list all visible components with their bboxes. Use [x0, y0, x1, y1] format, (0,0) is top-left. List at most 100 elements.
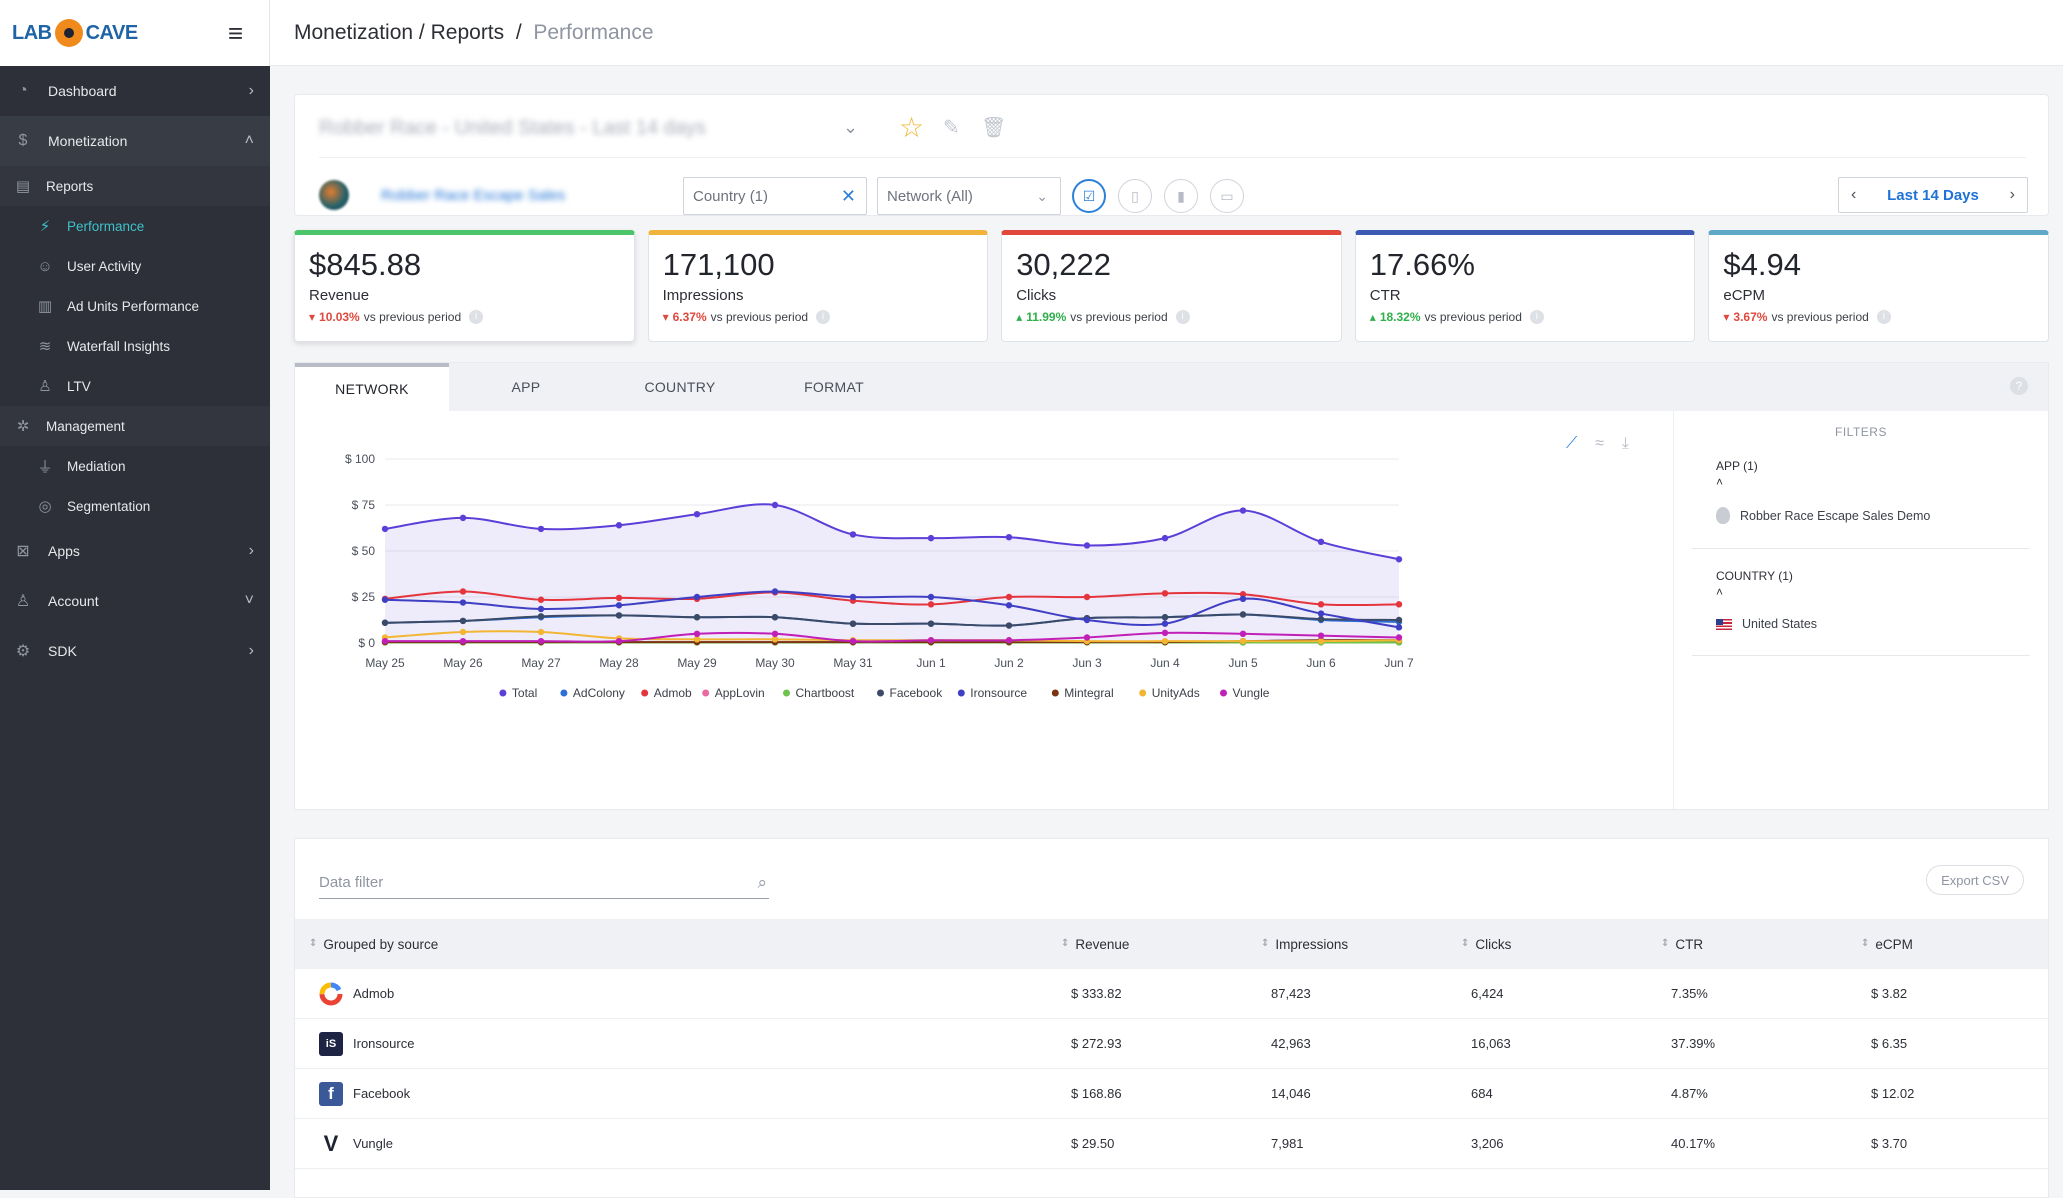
th-impressions[interactable]: ⇕Impressions — [1261, 937, 1348, 952]
table-row[interactable]: f Facebook $ 168.86 14,046 684 4.87% $ 1… — [295, 1069, 2048, 1119]
data-filter-input[interactable]: Data filter ⌕ — [319, 867, 769, 899]
sidebar-item-performance[interactable]: ⚡ Performance — [0, 206, 270, 246]
x-tick-label: May 27 — [521, 656, 561, 670]
data-point-facebook — [616, 612, 622, 618]
th-ecpm[interactable]: ⇕eCPM — [1861, 937, 1913, 952]
sidebar-group-management[interactable]: ✲ Management — [0, 406, 270, 446]
x-tick-label: Jun 3 — [1072, 656, 1102, 670]
dollar-icon: $ — [12, 130, 34, 152]
sidebar-item-waterfall-insights[interactable]: ≋ Waterfall Insights — [0, 326, 270, 366]
all-devices-toggle[interactable]: ☑ — [1072, 179, 1106, 213]
search-icon[interactable]: ⌕ — [757, 873, 767, 893]
sidebar-item-apps[interactable]: ⊠ Apps › — [0, 526, 270, 576]
sidebar-item-segmentation[interactable]: ◎ Segmentation — [0, 486, 270, 526]
chevron-up-icon[interactable]: ˄ — [1716, 475, 1723, 489]
area-chart-icon[interactable]: ≈ — [1595, 435, 1604, 453]
close-icon[interactable]: ✕ — [841, 186, 856, 207]
date-range-label[interactable]: Last 14 Days — [1887, 187, 1979, 204]
legend-swatch — [1220, 690, 1227, 697]
th-label: Grouped by source — [323, 937, 438, 952]
sidebar-item-account[interactable]: ♙ Account ˅ — [0, 576, 270, 626]
sort-icon: ⇕ — [1061, 941, 1069, 947]
export-csv-button[interactable]: Export CSV — [1926, 865, 2024, 895]
th-ctr[interactable]: ⇕CTR — [1661, 937, 1703, 952]
sidebar-item-monetization[interactable]: $ Monetization ˄ — [0, 116, 270, 166]
kpi-delta-suffix: vs previous period — [364, 310, 461, 324]
legend-label: Admob — [654, 686, 692, 700]
table-row[interactable]: V Vungle $ 29.50 7,981 3,206 40.17% $ 3.… — [295, 1119, 2048, 1169]
info-icon[interactable]: i — [469, 310, 483, 324]
star-icon[interactable]: ☆ — [899, 111, 924, 144]
report-title-select[interactable]: Robber Race - United States - Last 14 da… — [319, 117, 839, 147]
target-icon: ◎ — [35, 496, 55, 516]
legend-swatch — [783, 690, 790, 697]
phone-toggle[interactable]: ▮ — [1164, 179, 1198, 213]
th-clicks[interactable]: ⇕Clicks — [1461, 937, 1511, 952]
legend-item-total: Total — [499, 686, 537, 700]
sidebar-item-label: User Activity — [67, 259, 141, 274]
sidebar-item-ad-units-performance[interactable]: ▥ Ad Units Performance — [0, 286, 270, 326]
x-tick-label: Jun 2 — [994, 656, 1024, 670]
sidebar-item-label: Ad Units Performance — [67, 299, 199, 314]
pencil-icon[interactable]: ✎ — [943, 115, 960, 140]
chevron-down-icon[interactable]: ⌄ — [843, 117, 858, 138]
hamburger-menu-icon[interactable]: ≡ — [228, 18, 243, 49]
waterfall-icon: ≋ — [35, 336, 55, 356]
data-point-vungle — [694, 631, 700, 637]
sidebar-item-label: Dashboard — [48, 83, 117, 99]
download-icon[interactable]: ⤓ — [1622, 435, 1629, 453]
filter-section-head[interactable]: APP (1) — [1716, 459, 2006, 473]
line-chart-icon[interactable]: ⟋ — [1566, 435, 1577, 453]
info-icon[interactable]: i — [816, 310, 830, 324]
filter-section-head[interactable]: COUNTRY (1) — [1716, 569, 2006, 583]
kpi-label: CTR — [1370, 287, 1681, 304]
mobile-toggle[interactable]: ▭ — [1210, 179, 1244, 213]
app-select[interactable]: Robber Race Escape Sales — [319, 177, 659, 213]
data-point-facebook — [1318, 616, 1324, 622]
cell-ecpm: $ 3.70 — [1871, 1136, 1907, 1151]
data-point-facebook — [772, 614, 778, 620]
data-point-total — [1318, 539, 1324, 545]
country-filter-value: Country (1) — [693, 188, 768, 205]
trash-icon[interactable]: 🗑 — [981, 115, 1006, 140]
info-icon[interactable]: i — [1530, 310, 1544, 324]
sidebar-group-reports[interactable]: ▤ Reports — [0, 166, 270, 206]
data-point-vungle — [1006, 637, 1012, 643]
tab-network[interactable]: NETWORK — [295, 363, 449, 411]
breadcrumb-monetization[interactable]: Monetization — [294, 21, 413, 45]
chevron-right-icon[interactable]: › — [2010, 186, 2015, 204]
kpi-card-impressions[interactable]: 171,100 Impressions ▾6.37%vs previous pe… — [648, 230, 989, 342]
kpi-label: eCPM — [1723, 287, 2034, 304]
sidebar-item-user-activity[interactable]: ☺ User Activity — [0, 246, 270, 286]
kpi-card-revenue[interactable]: $845.88 Revenue ▾10.03%vs previous perio… — [294, 230, 635, 342]
chevron-up-icon[interactable]: ˄ — [1716, 585, 1723, 599]
table-row[interactable]: Admob $ 333.82 87,423 6,424 7.35% $ 3.82 — [295, 969, 2048, 1019]
tablet-toggle[interactable]: ▯ — [1118, 179, 1152, 213]
sidebar-item-label: Monetization — [48, 133, 127, 149]
sidebar-item-ltv[interactable]: ♙ LTV — [0, 366, 270, 406]
table-row[interactable]: iS Ironsource $ 272.93 42,963 16,063 37.… — [295, 1019, 2048, 1069]
sidebar-item-dashboard[interactable]: ◔ Dashboard › — [0, 66, 270, 116]
tab-format[interactable]: FORMAT — [757, 363, 911, 411]
th-source[interactable]: ⇕Grouped by source — [309, 937, 438, 952]
tab-app[interactable]: APP — [449, 363, 603, 411]
country-filter[interactable]: Country (1) ✕ — [683, 177, 867, 215]
logo-eye-icon — [55, 19, 83, 47]
legend-label: Vungle — [1233, 686, 1270, 700]
sidebar-item-sdk[interactable]: ⚙ SDK › — [0, 626, 270, 676]
network-filter[interactable]: Network (All) ⌄ — [877, 177, 1061, 215]
help-icon[interactable]: ? — [2010, 377, 2028, 395]
chevron-left-icon[interactable]: ‹ — [1851, 186, 1856, 204]
info-icon[interactable]: i — [1877, 310, 1891, 324]
tablet-icon: ▯ — [1131, 188, 1139, 205]
tab-country[interactable]: COUNTRY — [603, 363, 757, 411]
info-icon[interactable]: i — [1176, 310, 1190, 324]
breadcrumb-reports[interactable]: Reports — [431, 21, 505, 45]
sidebar-item-mediation[interactable]: ⏚ Mediation — [0, 446, 270, 486]
labcave-logo[interactable]: LAB CAVE — [12, 19, 138, 47]
th-revenue[interactable]: ⇕Revenue — [1061, 937, 1129, 952]
filters-title: FILTERS — [1692, 425, 2030, 439]
